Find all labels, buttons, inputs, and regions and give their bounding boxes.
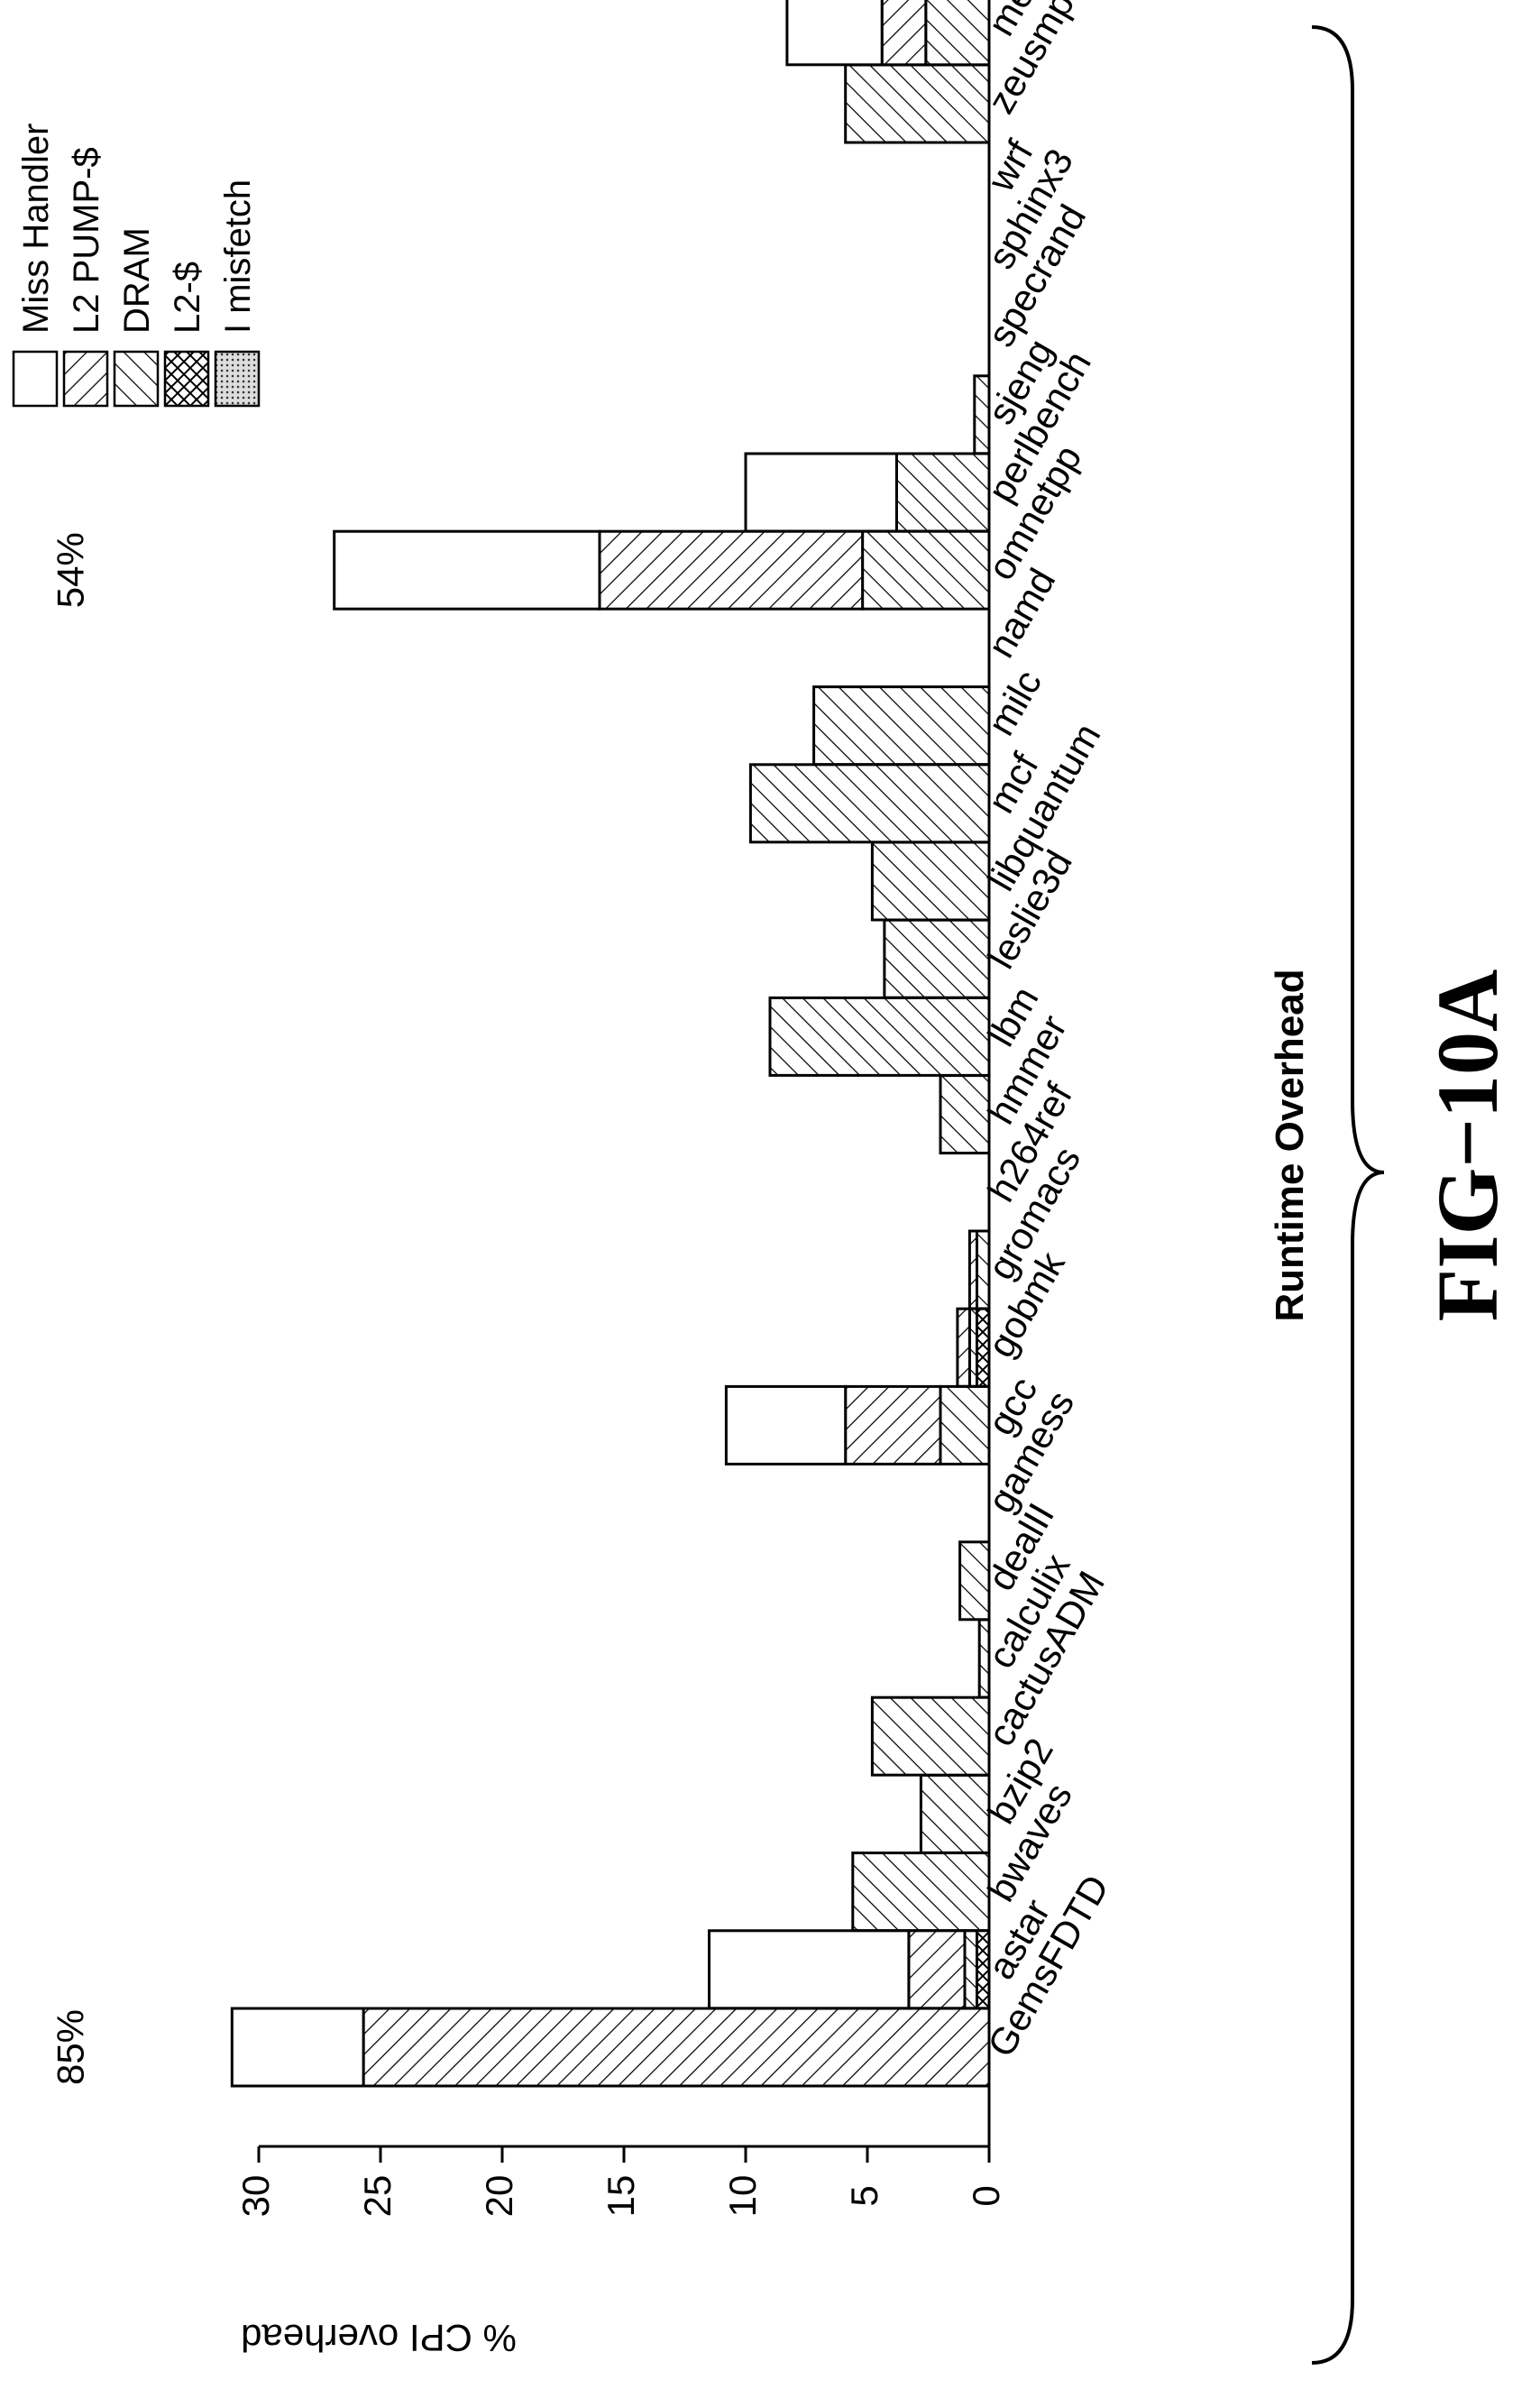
bar-dram-leslie3d — [883, 918, 991, 999]
bar-miss-gcc — [724, 1384, 848, 1466]
y-axis-label: % CPI overhead — [241, 2317, 517, 2359]
bar-miss-astar — [708, 1929, 911, 2010]
bar-l2pump-GemsFDTD — [362, 2007, 991, 2088]
y-tick-label: 5 — [843, 2185, 885, 2206]
bar-dram-gcc — [939, 1384, 991, 1466]
bar-miss-omnetpp — [333, 529, 601, 611]
bar-dram-zeusmp — [844, 63, 991, 144]
bar-dram-libquantum — [870, 841, 991, 922]
y-tick-label: 30 — [234, 2175, 277, 2218]
bar-miss-GemsFDTD — [230, 2007, 365, 2088]
y-tick-label: 0 — [965, 2185, 1007, 2206]
bar-l2pump-astar — [907, 1929, 967, 2010]
bar-l2pump-gromacs — [967, 1229, 978, 1310]
legend-swatch-l2cache — [163, 350, 210, 408]
legend-label-dram: DRAM — [117, 227, 157, 334]
bar-l2pump-gobmk — [956, 1307, 971, 1388]
overflow-annotation: 85% — [49, 2009, 91, 2085]
bar-dram-bwaves — [851, 1851, 991, 1933]
bar-dram-lbm — [768, 996, 991, 1077]
bar-l2pump-gcc — [844, 1384, 942, 1466]
bar-miss-perlbench — [744, 452, 898, 533]
y-tick-label: 20 — [478, 2175, 520, 2218]
legend-swatch-imisfetch — [214, 350, 261, 408]
legend-label-imisfetch: I misfetch — [218, 179, 258, 334]
bar-dram-omnetpp — [861, 529, 991, 611]
bar-dram-hmmer — [939, 1074, 991, 1155]
bar-dram-sjeng — [973, 374, 991, 455]
bar-l2pump-omnetpp — [598, 529, 865, 611]
legend-swatch-miss — [12, 350, 59, 408]
legend-swatch-dram — [113, 350, 160, 408]
bar-dram-milc — [812, 685, 991, 767]
category-brace — [1311, 25, 1385, 2365]
bar-dram-mean — [924, 0, 991, 67]
bar-dram-astar — [963, 1929, 978, 2010]
legend-label-l2cache: L2-$ — [168, 262, 207, 334]
x-axis-label: Runtime Overhead — [1268, 969, 1312, 1321]
legend-label-l2pump: L2 PUMP-$ — [67, 147, 106, 334]
overflow-annotation: 54% — [49, 532, 91, 608]
bar-dram-bzip2 — [919, 1773, 991, 1854]
legend: Miss Handler L2 PUMP-$ DRAM L2-$ I misfetch — [12, 124, 261, 408]
bar-dram-mcf — [748, 763, 991, 844]
bar-l2pump-mean — [880, 0, 928, 67]
y-tick-label: 25 — [356, 2175, 399, 2218]
y-tick-label: 15 — [600, 2175, 642, 2218]
bar-dram-perlbench — [894, 452, 991, 533]
bar-dram-dealII — [958, 1540, 991, 1622]
legend-swatch-l2pump — [62, 350, 109, 408]
bar-miss-mean — [785, 0, 884, 67]
y-tick-label: 10 — [721, 2175, 764, 2218]
legend-label-miss: Miss Handler — [16, 124, 56, 334]
figure-label: FIG−10A — [1419, 969, 1516, 1322]
bar-dram-cactusADM — [870, 1695, 991, 1777]
